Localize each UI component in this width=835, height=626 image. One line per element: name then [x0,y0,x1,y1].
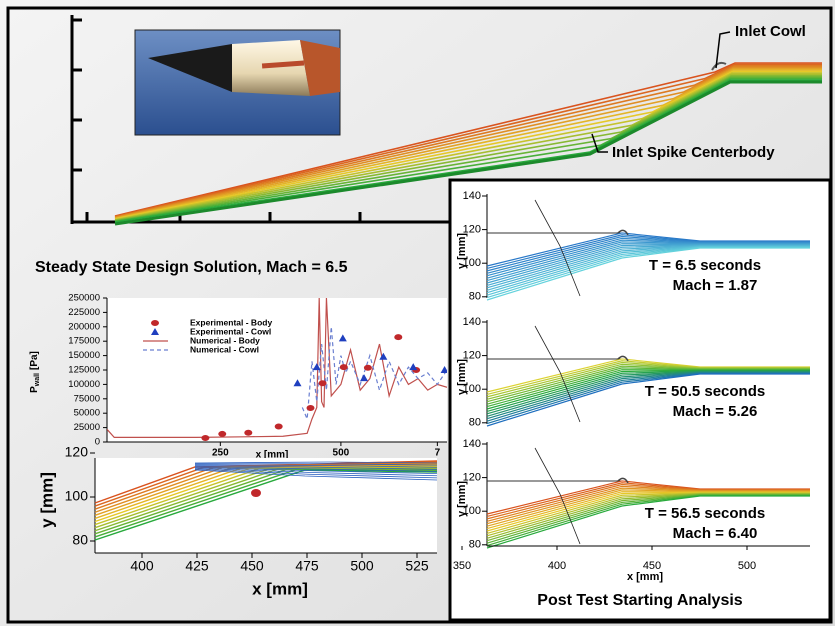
label-part: [Pa] [29,351,40,370]
rocket-photo [135,30,340,135]
y-tick-label: 125000 [68,365,100,376]
x-tick-label: 500 [350,558,374,574]
y-tick-label: 75000 [74,393,100,404]
marker [340,364,348,370]
x-tick-label: 425 [185,558,209,574]
y-tick-label: 120 [65,444,89,460]
y-tick-label: 25000 [74,422,100,433]
y-tick-label: 80 [72,532,88,548]
x-tick-label: 525 [405,558,429,574]
run-mach: Mach = 1.87 [673,277,758,294]
x-tick-label: 7 [435,448,441,459]
y-axis-label: y [mm] [456,359,468,395]
label-part: wall [34,373,41,387]
y-tick-label: 140 [463,190,481,202]
y-tick-label: 0 [95,437,100,448]
y-tick-label: 150000 [68,350,100,361]
legend-label: Numerical - Cowl [190,344,259,354]
x-tick-label: 450 [240,558,264,574]
marker [218,431,226,437]
x-tick-label: 400 [130,558,154,574]
y-tick-label: 175000 [68,336,100,347]
y-axis-label: y [mm] [456,233,468,269]
x-tick-label: 475 [295,558,319,574]
x-axis-label: x [mm] [627,571,663,583]
label-inlet-cowl: Inlet Cowl [735,23,806,40]
label-inlet-spike: Inlet Spike Centerbody [612,144,775,161]
marker [364,365,372,371]
y-axis-label: y [mm] [37,472,56,528]
marker [275,423,283,429]
y-tick-label: 225000 [68,307,100,318]
y-tick-label: 100000 [68,379,100,390]
y-tick-label: 100 [65,488,89,504]
run-time: T = 50.5 seconds [645,383,765,400]
marker [307,405,315,411]
marker [201,435,209,441]
run-mach: Mach = 5.26 [673,403,758,420]
x-tick-label: 500 [738,560,756,572]
x-tick-label: 400 [548,560,566,572]
steady-state-title: Steady State Design Solution, Mach = 6.5 [35,259,348,276]
marker [244,430,252,436]
post-test-title: Post Test Starting Analysis [537,592,742,609]
y-tick-label: 140 [463,316,481,328]
figure: Inlet Cowl Inlet Spike Centerbody Steady… [0,0,835,626]
y-tick-label: 140 [463,438,481,450]
y-tick-label: 50000 [74,408,100,419]
run-time: T = 56.5 seconds [645,505,765,522]
marker [394,334,402,340]
run-mach: Mach = 6.40 [673,525,758,542]
y-tick-label: 80 [469,291,481,303]
x-axis-label: x [mm] [252,579,308,598]
y-tick-label: 250000 [68,293,100,304]
marker [151,320,159,326]
plot-area [107,298,447,442]
x-tick-label: 500 [333,448,350,459]
run-time: T = 6.5 seconds [649,257,761,274]
y-axis-label: y [mm] [456,481,468,517]
probe-marker [251,489,261,497]
y-tick-label: 80 [469,539,481,551]
y-tick-label: 80 [469,417,481,429]
x-tick-label: 350 [453,560,471,572]
x-tick-label: 250 [212,448,229,459]
marker [319,380,327,386]
y-tick-label: 200000 [68,321,100,332]
